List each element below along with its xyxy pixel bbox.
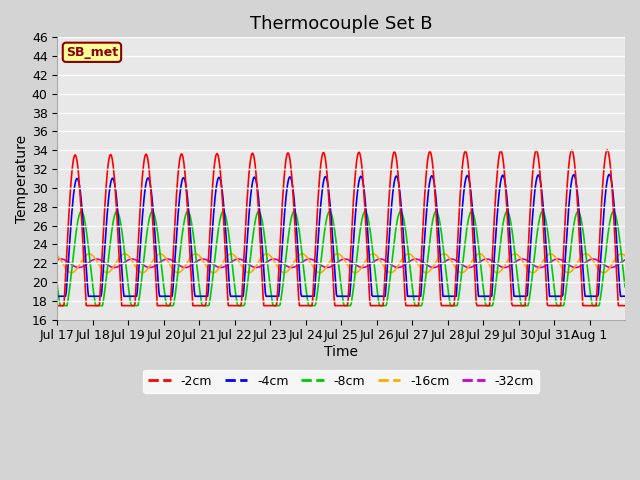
-2cm <box>120 303 128 309</box>
Line: -4cm: -4cm <box>58 175 625 296</box>
-4cm <box>432 191 440 197</box>
-4cm <box>253 180 260 185</box>
-32cm <box>433 264 441 270</box>
-4cm <box>605 172 613 178</box>
-8cm <box>225 234 233 240</box>
-4cm <box>54 293 61 299</box>
Line: -32cm: -32cm <box>58 259 625 267</box>
-16cm <box>54 253 61 259</box>
-16cm <box>103 270 111 276</box>
Text: SB_met: SB_met <box>66 46 118 59</box>
-32cm <box>401 262 409 267</box>
-2cm <box>274 284 282 289</box>
-32cm <box>276 258 284 264</box>
Line: -2cm: -2cm <box>58 150 625 306</box>
-8cm <box>433 209 441 215</box>
Title: Thermocouple Set B: Thermocouple Set B <box>250 15 433 33</box>
-16cm <box>226 251 234 257</box>
-2cm <box>604 147 611 153</box>
-32cm <box>57 256 65 262</box>
-8cm <box>54 284 61 289</box>
-8cm <box>275 303 282 309</box>
Line: -16cm: -16cm <box>58 254 625 273</box>
-2cm <box>432 200 440 206</box>
-8cm <box>56 303 64 309</box>
-16cm <box>276 266 284 272</box>
-32cm <box>621 257 629 263</box>
-32cm <box>254 264 262 270</box>
-16cm <box>433 257 441 263</box>
-8cm <box>121 252 129 257</box>
-16cm <box>122 251 129 257</box>
-32cm <box>122 259 129 264</box>
-16cm <box>254 260 262 266</box>
-32cm <box>226 260 234 266</box>
-16cm <box>401 252 409 258</box>
-8cm <box>253 210 261 216</box>
-4cm <box>621 293 629 299</box>
-4cm <box>400 237 408 243</box>
-32cm <box>54 257 61 263</box>
Line: -8cm: -8cm <box>58 212 625 306</box>
-8cm <box>621 284 629 289</box>
-32cm <box>75 264 83 270</box>
-16cm <box>121 251 129 257</box>
-2cm <box>621 303 629 309</box>
-8cm <box>291 209 298 215</box>
Y-axis label: Temperature: Temperature <box>15 134 29 223</box>
-2cm <box>54 303 61 309</box>
Legend: -2cm, -4cm, -8cm, -16cm, -32cm: -2cm, -4cm, -8cm, -16cm, -32cm <box>143 370 539 393</box>
-16cm <box>621 253 629 259</box>
-4cm <box>120 293 128 299</box>
-4cm <box>225 267 232 273</box>
X-axis label: Time: Time <box>324 345 358 359</box>
-2cm <box>253 176 260 182</box>
-2cm <box>225 303 232 309</box>
-2cm <box>400 269 408 275</box>
-8cm <box>401 225 409 230</box>
-4cm <box>274 293 282 299</box>
